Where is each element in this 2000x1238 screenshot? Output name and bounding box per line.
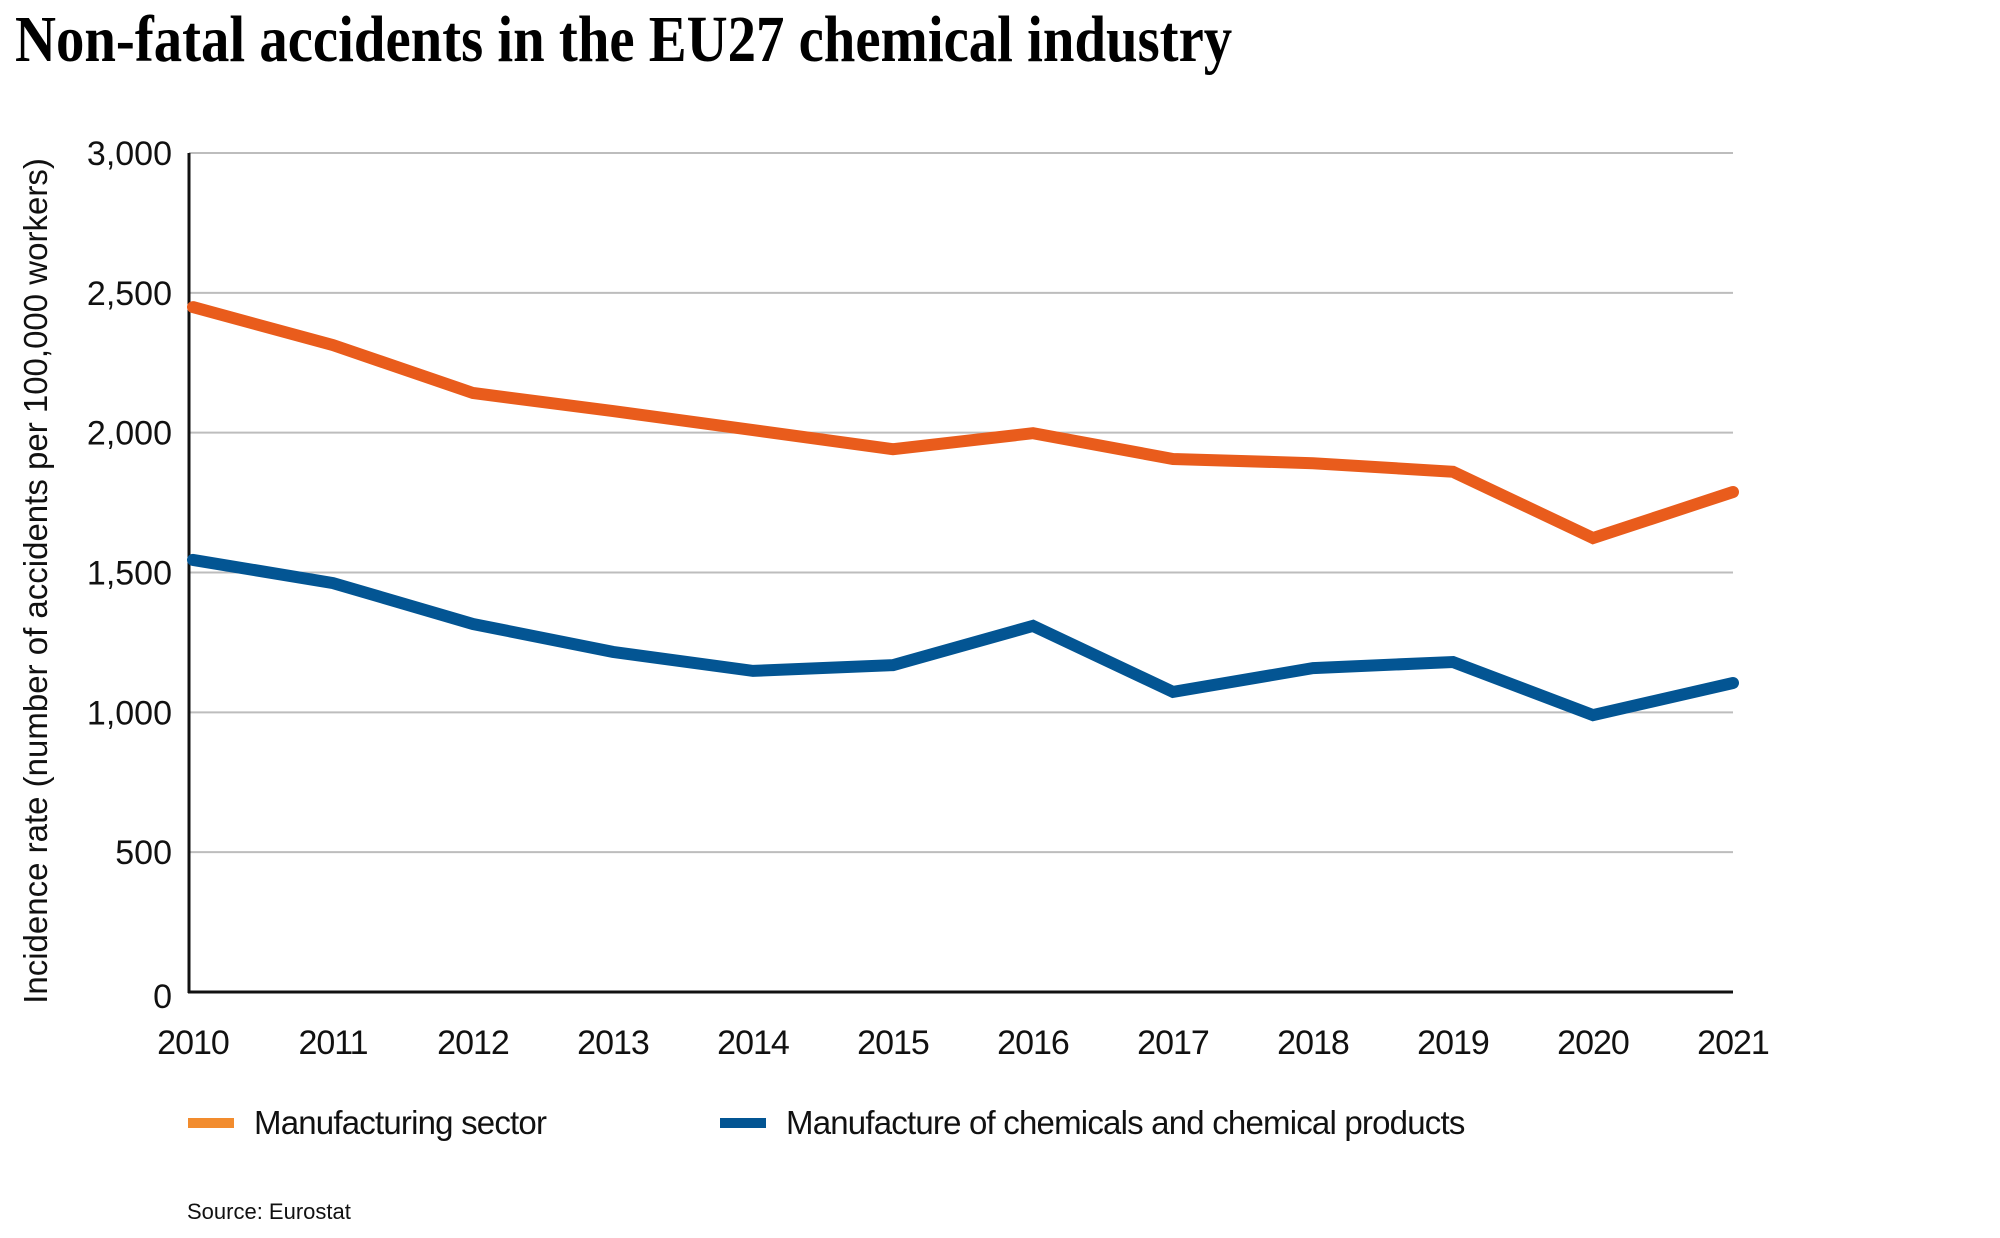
axes (187, 153, 1733, 994)
x-tick-label: 2021 (1697, 1024, 1769, 1062)
x-tick-label: 2017 (1137, 1024, 1209, 1062)
x-tick-label: 2016 (997, 1024, 1069, 1062)
x-tick-label: 2012 (437, 1024, 509, 1062)
legend-swatch-blue (720, 1118, 766, 1128)
gridlines (189, 152, 1733, 854)
legend-item-chemicals[interactable]: Manufacture of chemicals and chemical pr… (720, 1104, 1465, 1142)
chart-title: Non-fatal accidents in the EU27 chemical… (15, 3, 1233, 76)
y-tick-label: 3,000 (87, 135, 172, 173)
x-tick-label: 2014 (717, 1024, 789, 1062)
series-line-chemicals (187, 553, 1739, 722)
y-tick-labels: 0 500 1,000 1,500 2,000 2,500 3,000 (87, 135, 172, 1016)
x-tick-label: 2013 (577, 1024, 649, 1062)
legend-label: Manufacture of chemicals and chemical pr… (786, 1104, 1465, 1141)
x-tick-label: 2015 (857, 1024, 929, 1062)
source-note: Source: Eurostat (187, 1199, 351, 1224)
y-tick-label: 1,500 (87, 555, 172, 593)
legend-item-manufacturing-sector[interactable]: Manufacturing sector (188, 1104, 547, 1142)
x-tick-label: 2011 (298, 1024, 367, 1062)
y-tick-label: 500 (115, 834, 172, 872)
x-tick-label: 2010 (157, 1024, 229, 1062)
x-tick-labels: 2010 2011 2012 2013 2014 2015 2016 2017 2018 2019… (157, 1024, 1770, 1062)
x-tick-label: 2018 (1277, 1024, 1349, 1062)
y-axis-label: Incidence rate (number of accidents per … (17, 158, 54, 1004)
series-line-manufacturing-sector (187, 301, 1739, 545)
legend-label: Manufacturing sector (254, 1104, 547, 1141)
y-tick-label: 2,000 (87, 415, 172, 453)
y-tick-label: 2,500 (87, 275, 172, 313)
y-tick-label: 0 (153, 978, 172, 1016)
y-tick-label: 1,000 (87, 694, 172, 732)
x-tick-label: 2019 (1417, 1024, 1489, 1062)
x-tick-label: 2020 (1557, 1024, 1629, 1062)
legend-swatch-orange (188, 1118, 234, 1128)
series-lines (187, 301, 1739, 722)
